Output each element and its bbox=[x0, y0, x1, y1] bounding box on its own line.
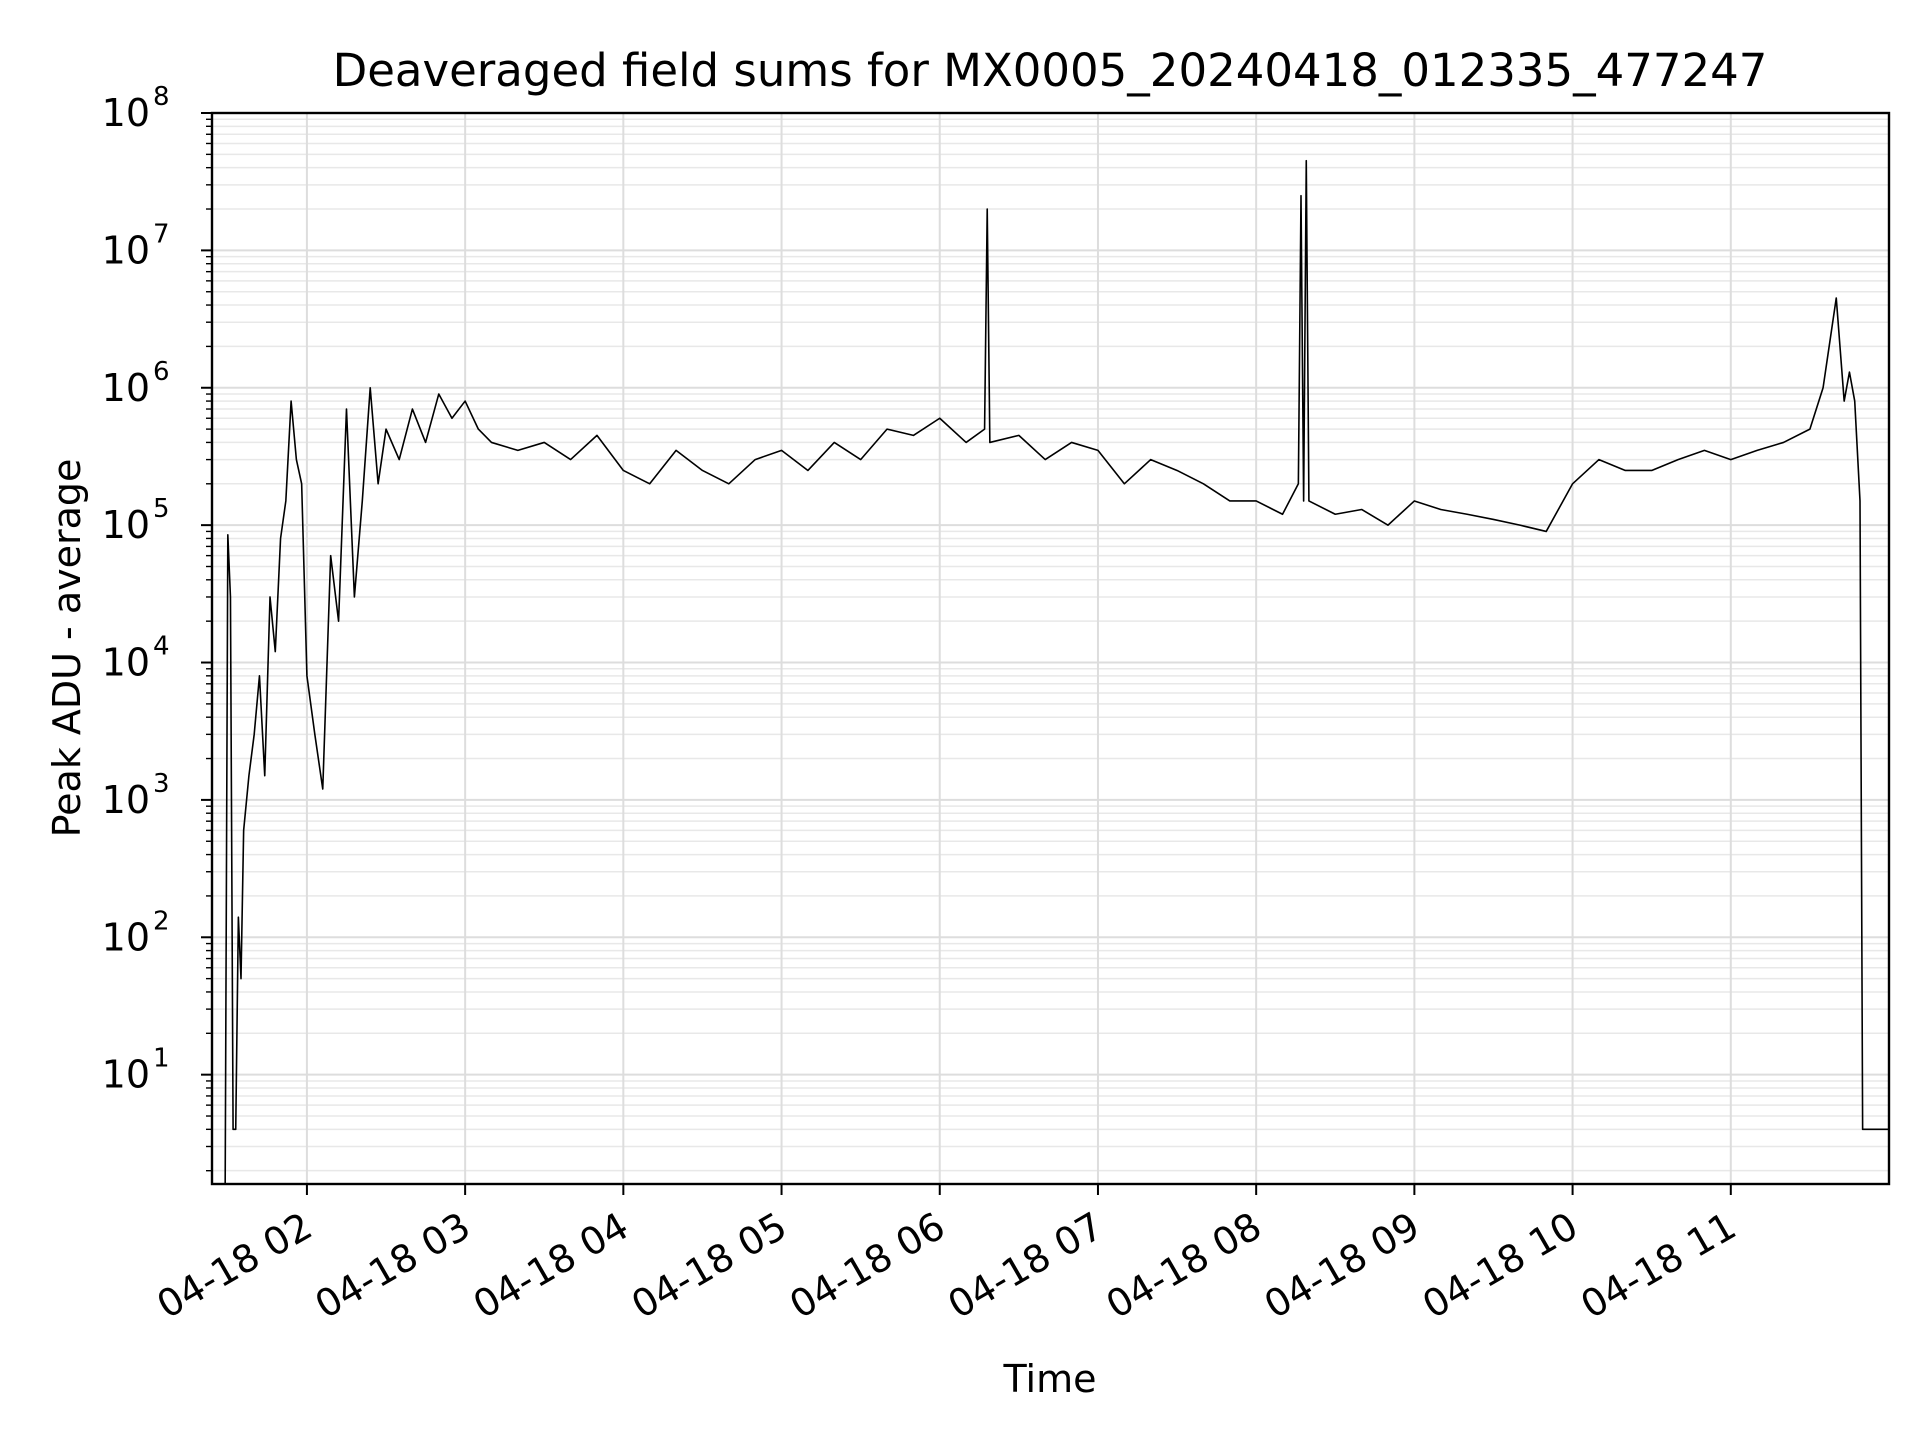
y-tick-exponent: 3 bbox=[153, 769, 170, 799]
y-tick-label: 10 bbox=[102, 915, 150, 959]
y-tick-exponent: 8 bbox=[153, 82, 170, 112]
y-tick-label: 10 bbox=[102, 503, 150, 547]
x-axis-label: Time bbox=[1003, 1357, 1097, 1401]
y-axis-label: Peak ADU - average bbox=[45, 459, 89, 838]
plot-frame bbox=[210, 111, 1891, 1186]
y-tick-label: 10 bbox=[102, 228, 150, 272]
y-tick-exponent: 6 bbox=[153, 357, 170, 387]
y-tick-exponent: 7 bbox=[153, 219, 170, 249]
y-tick-label: 10 bbox=[102, 366, 150, 410]
y-tick-exponent: 5 bbox=[153, 494, 170, 524]
y-tick-label: 10 bbox=[102, 778, 150, 822]
y-tick-exponent: 1 bbox=[153, 1044, 170, 1074]
chart-title: Deaveraged field sums for MX0005_2024041… bbox=[333, 44, 1768, 97]
y-tick-exponent: 2 bbox=[153, 906, 170, 936]
y-tick-label: 10 bbox=[102, 1053, 150, 1097]
series-line bbox=[224, 159, 1889, 1185]
y-tick-label: 10 bbox=[102, 91, 150, 135]
minor-grid bbox=[212, 118, 1889, 1172]
y-tick-exponent: 4 bbox=[153, 632, 170, 662]
y-tick-label: 10 bbox=[102, 641, 150, 685]
